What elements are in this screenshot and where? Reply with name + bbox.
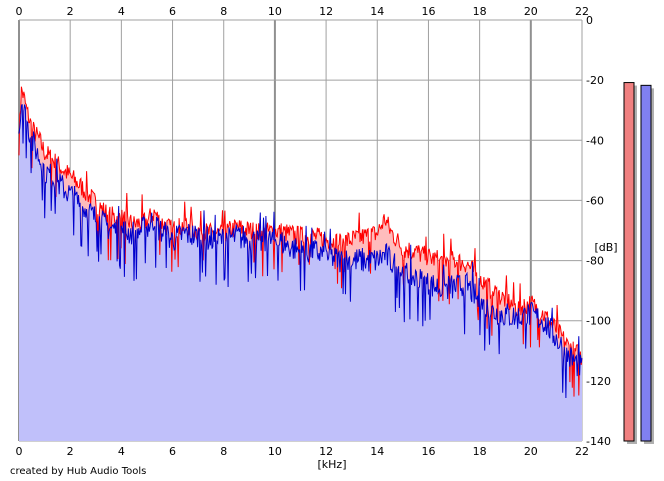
y-tick-label: -100 (586, 315, 611, 328)
y-tick-labels: 0 -20 -40 -60 -80 -100 -120 -140 (586, 14, 611, 448)
x-tick-label-bottom: 12 (319, 445, 333, 458)
y-tick-label: -80 (586, 255, 604, 268)
x-tick-label-top: 14 (370, 5, 384, 18)
x-tick-labels-bottom: 0 2 4 6 8 10 12 14 16 18 20 22 (16, 445, 590, 458)
x-tick-label-top: 8 (220, 5, 227, 18)
x-tick-label-bottom: 18 (473, 445, 487, 458)
right-level-meter (640, 84, 652, 442)
x-tick-label-bottom: 8 (220, 445, 227, 458)
x-tick-label-bottom: 20 (524, 445, 538, 458)
y-tick-label: -140 (586, 435, 611, 448)
spectrum-lines (18, 86, 583, 399)
x-tick-label-top: 20 (524, 5, 538, 18)
x-tick-label-top: 6 (169, 5, 176, 18)
x-tick-label-top: 2 (67, 5, 74, 18)
x-tick-label-top: 4 (118, 5, 125, 18)
y-tick-label: 0 (586, 14, 593, 27)
y-tick-label: -20 (586, 74, 604, 87)
x-tick-label-top: 0 (16, 5, 23, 18)
x-tick-label-top: 22 (575, 5, 589, 18)
x-tick-label-bottom: 22 (575, 445, 589, 458)
x-tick-label-top: 10 (268, 5, 282, 18)
x-tick-label-bottom: 2 (67, 445, 74, 458)
x-tick-label-bottom: 10 (268, 445, 282, 458)
x-tick-label-bottom: 6 (169, 445, 176, 458)
series-a-line (18, 86, 583, 397)
series-b-line (18, 104, 583, 399)
left-level-meter (623, 82, 635, 442)
x-tick-label-top: 16 (421, 5, 435, 18)
y-tick-label: -60 (586, 194, 604, 207)
x-tick-label-bottom: 14 (370, 445, 384, 458)
x-tick-label-top: 18 (473, 5, 487, 18)
x-tick-labels-top: 0 2 4 6 8 10 12 14 16 18 20 22 (16, 5, 590, 18)
series-b-fill (19, 104, 582, 442)
y-tick-label: -120 (586, 375, 611, 388)
level-meters (623, 82, 654, 445)
x-tick-label-bottom: 16 (421, 445, 435, 458)
x-axis-label: [kHz] (318, 458, 347, 471)
y-axis-label: [dB] (594, 241, 617, 254)
credit-text: created by Hub Audio Tools (10, 466, 146, 477)
x-tick-label-bottom: 4 (118, 445, 125, 458)
x-tick-label-top: 12 (319, 5, 333, 18)
x-tick-label-bottom: 0 (16, 445, 23, 458)
y-tick-label: -40 (586, 134, 604, 147)
